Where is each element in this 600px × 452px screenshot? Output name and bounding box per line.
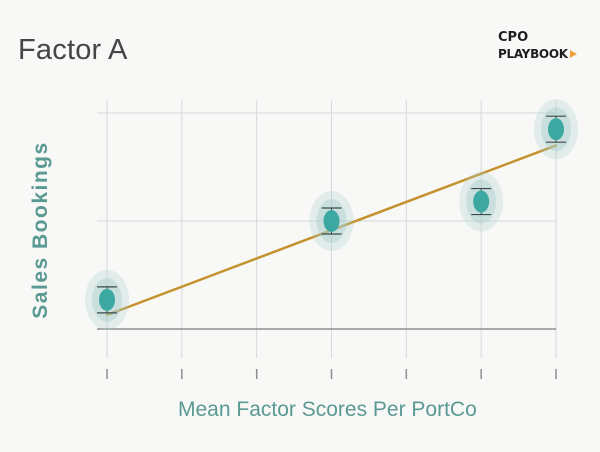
logo-arrow-icon	[569, 50, 577, 58]
data-point	[309, 191, 354, 251]
data-points	[85, 99, 578, 330]
x-axis-ticks	[106, 369, 557, 379]
chart-title: Factor A	[18, 34, 128, 66]
point-marker	[473, 190, 490, 213]
point-marker	[548, 118, 564, 141]
point-marker	[323, 210, 340, 232]
point-marker	[99, 288, 115, 311]
data-point	[534, 99, 578, 160]
y-axis-label: Sales Bookings	[29, 141, 52, 319]
data-point	[85, 269, 129, 330]
x-axis-label: Mean Factor Scores Per PortCo	[178, 398, 477, 421]
data-point	[459, 171, 504, 232]
logo-line-1: CPO	[498, 30, 529, 45]
logo-line-2: PLAYBOOK	[498, 47, 568, 61]
y-axis-label-wrap: Sales Bookings	[29, 110, 52, 350]
cpo-playbook-logo: CPO PLAYBOOK	[498, 30, 577, 62]
